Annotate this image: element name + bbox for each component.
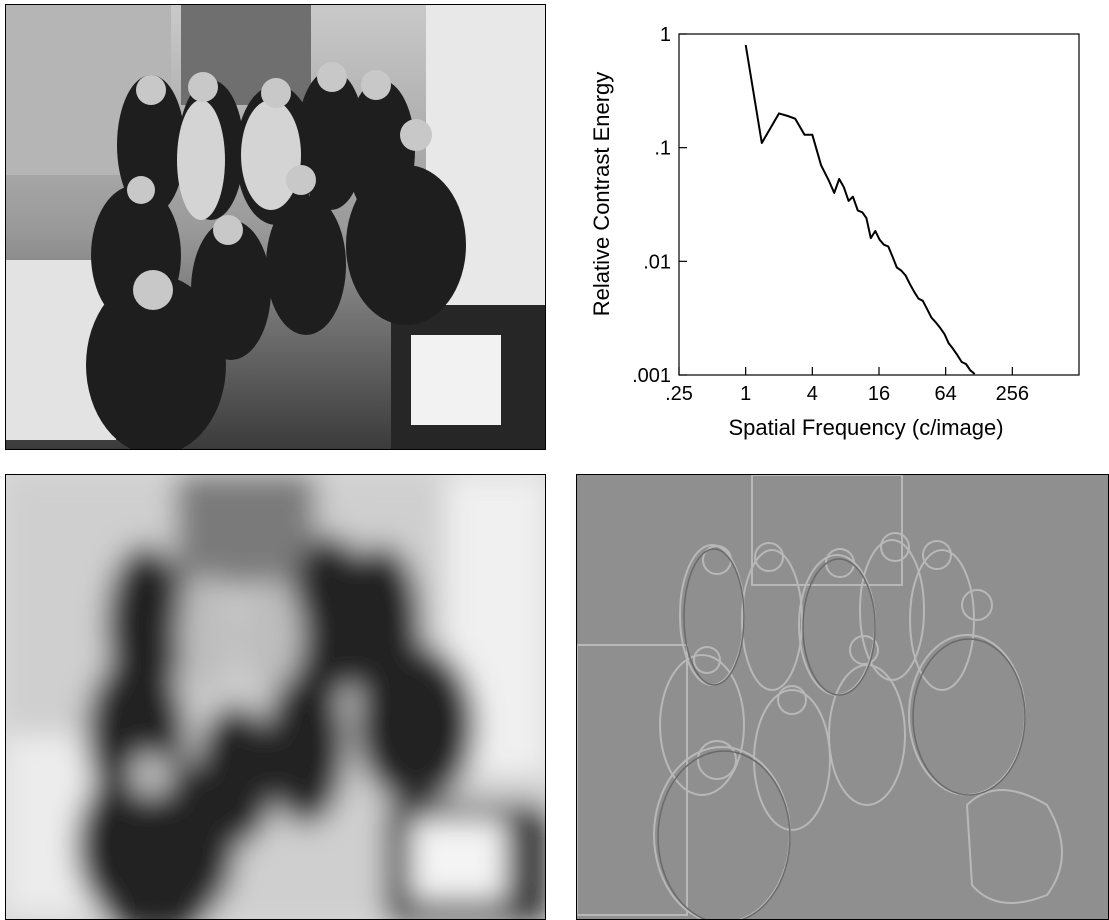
highpass-photo-graphic xyxy=(577,475,1108,919)
contrast-energy-chart: .25 1 4 16 64 256 .001 .01 .1 1 Spatial Frequenc… xyxy=(576,4,1109,450)
series-layer xyxy=(744,44,976,375)
plot-frame xyxy=(678,33,1080,376)
y-tick-label: .1 xyxy=(654,138,671,160)
x-tick-label: .25 xyxy=(665,383,693,405)
y-tick-label: .001 xyxy=(632,365,671,387)
original-photo-graphic xyxy=(6,5,545,449)
highpass-photo xyxy=(576,474,1109,920)
original-photo xyxy=(5,4,546,450)
x-axis-ticks: .25 1 4 16 64 256 xyxy=(665,367,1029,405)
spectrum-series-line xyxy=(744,44,976,375)
y-tick-label: .01 xyxy=(643,251,671,273)
x-tick-label: 16 xyxy=(868,383,890,405)
chart-svg: .25 1 4 16 64 256 .001 .01 .1 1 Spatial Frequenc… xyxy=(589,24,1080,440)
x-axis-title: Spatial Frequency (c/image) xyxy=(728,415,1003,440)
y-tick-label: 1 xyxy=(660,24,671,46)
lowpass-photo xyxy=(5,474,546,920)
x-tick-label: 4 xyxy=(807,383,818,405)
x-tick-label: 256 xyxy=(996,383,1029,405)
y-axis-ticks: .001 .01 .1 1 xyxy=(632,24,687,387)
x-tick-label: 1 xyxy=(740,383,751,405)
y-axis-title: Relative Contrast Energy xyxy=(589,72,614,317)
lowpass-photo-graphic xyxy=(6,475,545,919)
x-tick-label: 64 xyxy=(935,383,957,405)
